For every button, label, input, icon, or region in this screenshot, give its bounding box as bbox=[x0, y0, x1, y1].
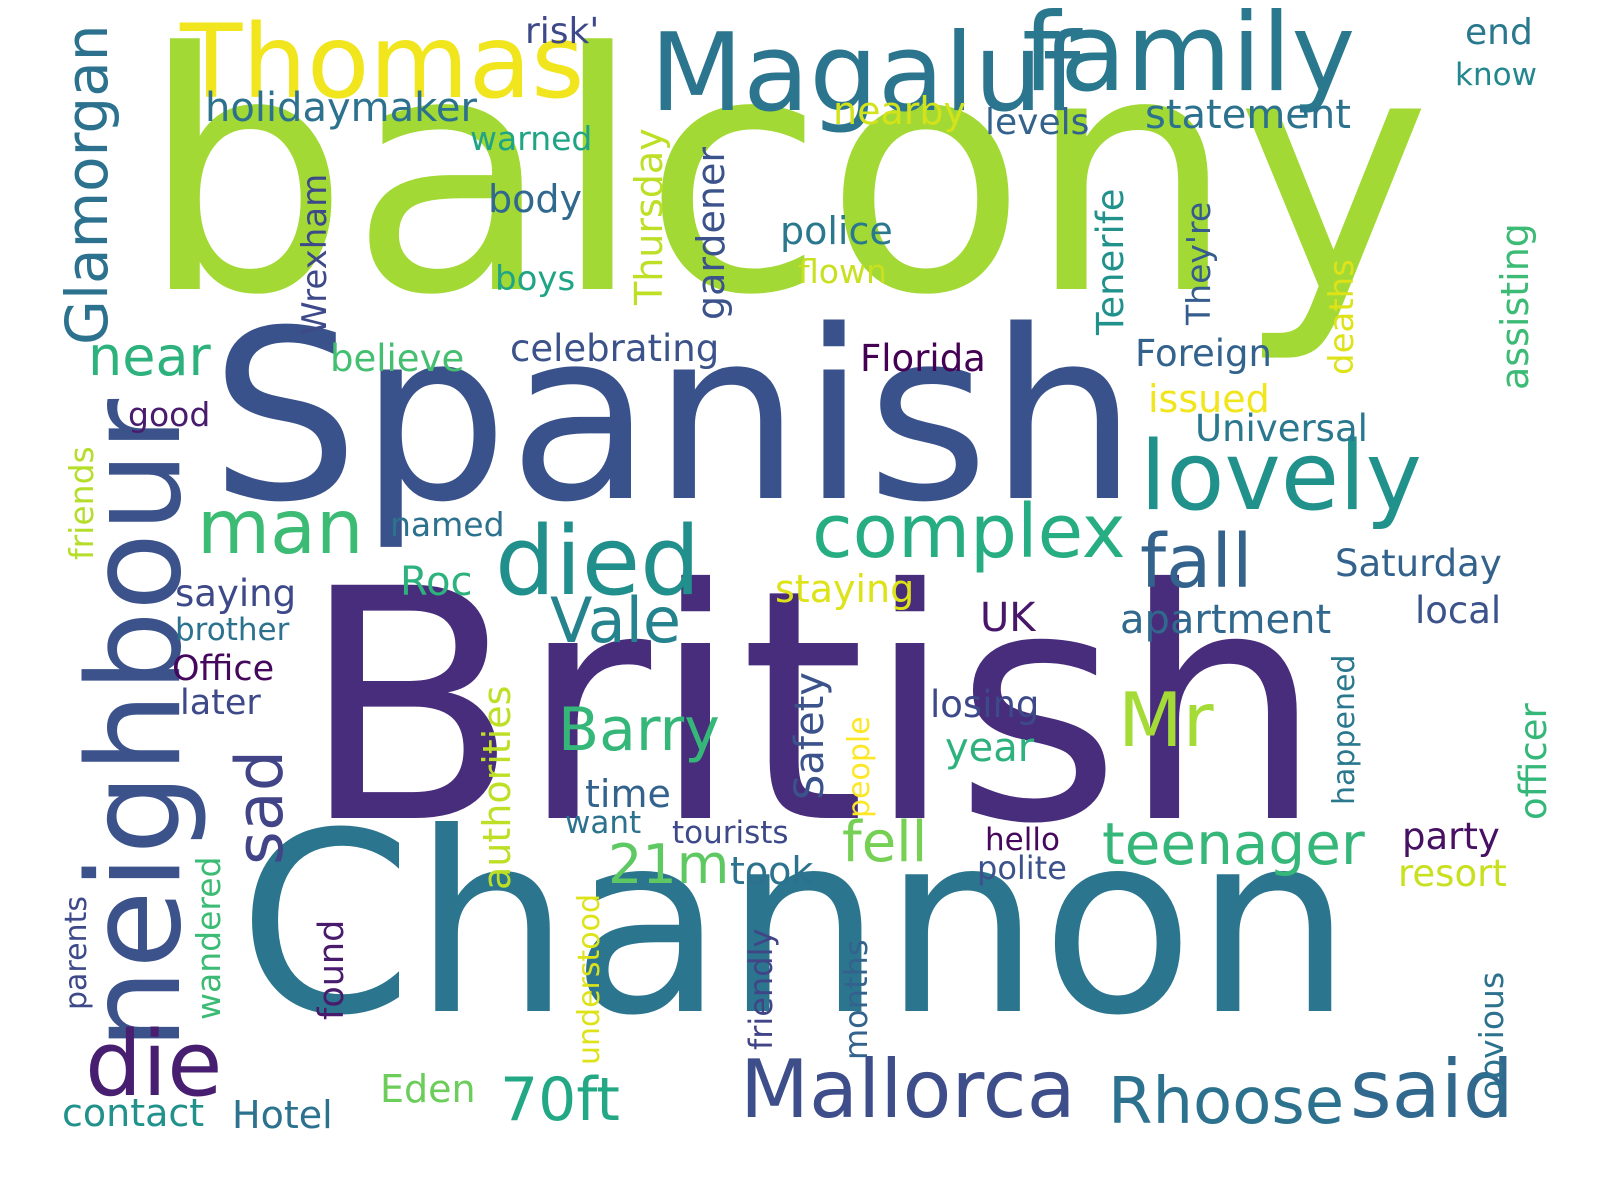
cloud-word-levels: levels bbox=[985, 102, 1090, 143]
cloud-word-risk: risk' bbox=[525, 11, 600, 52]
cloud-word-later: later bbox=[180, 683, 261, 723]
cloud-word-understood: understood bbox=[572, 893, 607, 1065]
cloud-word-local: local bbox=[1415, 589, 1502, 632]
cloud-word-lovely: lovely bbox=[1140, 422, 1422, 532]
cloud-word-body: body bbox=[488, 177, 582, 221]
cloud-word-magaluf: Magaluf bbox=[650, 11, 1081, 136]
cloud-word-21m: 21m bbox=[608, 833, 730, 896]
cloud-word-named: named bbox=[390, 505, 505, 544]
cloud-word-die: die bbox=[85, 1012, 223, 1117]
cloud-word-sad: sad bbox=[223, 750, 298, 865]
cloud-word-know: know bbox=[1455, 57, 1537, 93]
cloud-word-tenerife: Tenerife bbox=[1089, 188, 1132, 335]
cloud-word-saying: saying bbox=[175, 572, 297, 615]
cloud-word-statement: statement bbox=[1145, 92, 1351, 138]
cloud-word-wandered: wandered bbox=[189, 856, 228, 1020]
cloud-word-flown: flown bbox=[798, 252, 887, 291]
cloud-word-safety: Safety bbox=[787, 672, 833, 800]
cloud-word-happened: happened bbox=[1327, 654, 1362, 805]
cloud-word-channon: Channon bbox=[238, 779, 1353, 1070]
cloud-word-parents: parents bbox=[59, 896, 94, 1010]
cloud-word-time: time bbox=[585, 772, 671, 816]
cloud-word-year: year bbox=[945, 725, 1035, 771]
cloud-word-balcony: balcony bbox=[140, 0, 1432, 367]
cloud-word-brother: brother bbox=[175, 612, 290, 648]
cloud-word-fell: fell bbox=[842, 810, 928, 875]
cloud-word-holidaymaker: holidaymaker bbox=[205, 85, 477, 131]
cloud-word-hello: hello bbox=[985, 822, 1060, 858]
cloud-word-office: Office bbox=[172, 649, 275, 689]
cloud-word-barry: Barry bbox=[558, 695, 720, 765]
cloud-word-months: months bbox=[837, 939, 875, 1060]
cloud-word-found: found bbox=[312, 919, 352, 1020]
cloud-word-losing: losing bbox=[930, 683, 1040, 726]
cloud-word-celebrating: celebrating bbox=[510, 327, 720, 370]
cloud-word-gardener: gardener bbox=[689, 147, 733, 320]
cloud-word-issued: issued bbox=[1148, 377, 1270, 421]
cloud-word-near: near bbox=[88, 325, 211, 388]
cloud-word-boys: boys bbox=[495, 259, 576, 299]
cloud-word-contact: contact bbox=[62, 1091, 205, 1135]
cloud-word-family: family bbox=[1022, 0, 1356, 116]
cloud-word-said: said bbox=[1350, 1043, 1514, 1136]
cloud-word-want: want bbox=[565, 805, 642, 841]
cloud-word-wrexham: Wrexham bbox=[295, 173, 335, 335]
cloud-word-man: man bbox=[197, 483, 364, 571]
cloud-word-vale: Vale bbox=[550, 584, 681, 657]
cloud-word-assisting: assisting bbox=[1493, 223, 1537, 390]
cloud-word-hotel: Hotel bbox=[232, 1093, 333, 1137]
cloud-word-universal: Universal bbox=[1195, 407, 1368, 450]
cloud-word-complex: complex bbox=[812, 489, 1126, 575]
cloud-word-died: died bbox=[495, 507, 701, 617]
cloud-word-obvious: obvious bbox=[1472, 971, 1511, 1100]
cloud-word-thomas: Thomas bbox=[180, 3, 585, 122]
cloud-word-uk: UK bbox=[980, 595, 1036, 641]
cloud-word-mr: Mr bbox=[1118, 676, 1214, 764]
cloud-word-fall: fall bbox=[1140, 519, 1253, 605]
cloud-word-they-re: They're bbox=[1179, 201, 1218, 325]
cloud-word-teenager: teenager bbox=[1102, 810, 1365, 878]
cloud-word-officer: officer bbox=[1512, 703, 1555, 820]
cloud-word-rhoose: Rhoose bbox=[1108, 1065, 1345, 1139]
cloud-word-took: took bbox=[730, 849, 814, 893]
cloud-word-friendly: friendly bbox=[742, 928, 780, 1050]
cloud-word-apartment: apartment bbox=[1120, 597, 1332, 643]
cloud-word-mallorca: Mallorca bbox=[740, 1043, 1076, 1136]
cloud-word-authorities: authorities bbox=[475, 685, 519, 890]
cloud-word-eden: Eden bbox=[380, 1067, 476, 1111]
cloud-word-foreign: Foreign bbox=[1135, 332, 1272, 375]
cloud-word-party: party bbox=[1402, 815, 1500, 858]
cloud-word-70ft: 70ft bbox=[500, 1065, 620, 1135]
cloud-word-friends: friends bbox=[62, 446, 101, 560]
cloud-word-florida: Florida bbox=[860, 337, 986, 380]
cloud-word-nearby: nearby bbox=[833, 89, 966, 133]
cloud-word-glamorgan: Glamorgan bbox=[53, 24, 121, 345]
cloud-word-deaths: deaths bbox=[1322, 259, 1362, 375]
cloud-word-end: end bbox=[1465, 12, 1533, 53]
cloud-word-tourists: tourists bbox=[672, 815, 789, 851]
cloud-word-warned: warned bbox=[470, 119, 593, 158]
cloud-word-saturday: Saturday bbox=[1335, 542, 1502, 585]
cloud-word-polite: polite bbox=[977, 849, 1067, 887]
cloud-word-staying: staying bbox=[775, 567, 915, 611]
cloud-word-resort: resort bbox=[1398, 852, 1507, 895]
cloud-word-good: good bbox=[128, 395, 211, 434]
cloud-word-thursday: Thursday bbox=[627, 128, 671, 305]
cloud-word-british: British bbox=[300, 522, 1324, 894]
cloud-word-police: police bbox=[780, 209, 893, 253]
cloud-word-spanish: Spanish bbox=[210, 281, 1138, 554]
cloud-word-people: people bbox=[842, 716, 877, 818]
cloud-word-roc: Roc bbox=[400, 559, 473, 605]
cloud-word-believe: believe bbox=[330, 337, 465, 380]
